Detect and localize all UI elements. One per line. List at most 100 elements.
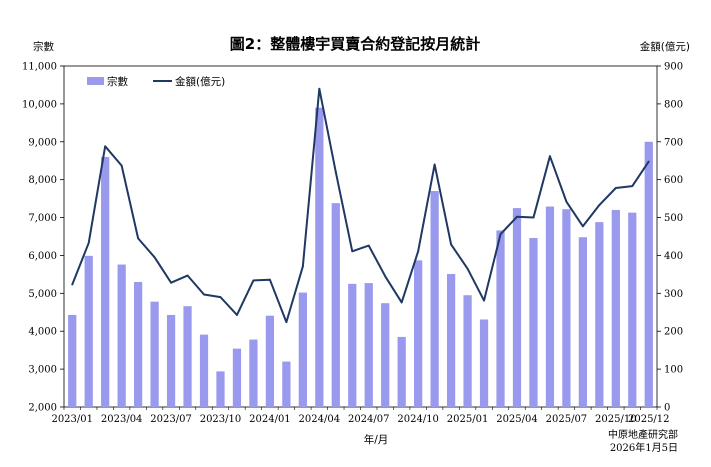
bar (628, 212, 637, 407)
bar (315, 107, 324, 407)
x-tick-label: 2023/10 (200, 414, 242, 425)
series-line (71, 87, 650, 324)
y-right-tick-label: 300 (664, 289, 683, 300)
bar (479, 319, 489, 407)
line-point (499, 233, 502, 236)
line-point (417, 250, 420, 253)
bar (595, 222, 604, 407)
bar (166, 314, 176, 407)
y-left-tick-label: 11,000 (22, 62, 57, 73)
y-left-tick-label: 7,000 (28, 213, 57, 224)
bar-series (68, 107, 653, 407)
chart-title: 圖2：整體樓宇買賣合約登記按月統計 (230, 35, 480, 53)
bar (134, 281, 143, 407)
bar (117, 264, 126, 407)
y-right-tick-label: 600 (664, 175, 683, 186)
bar (216, 371, 225, 407)
line-point (614, 187, 617, 189)
line-point (450, 243, 452, 246)
bar (364, 283, 373, 407)
y-axis-right-label: 金額(億元) (640, 40, 690, 53)
bar (529, 238, 538, 407)
line-point (581, 225, 584, 228)
x-tick-label: 2023/07 (150, 414, 192, 425)
source-date: 2026年1月5日 (610, 441, 678, 454)
line-point (565, 200, 568, 203)
bar (446, 274, 456, 407)
bar (381, 303, 390, 407)
bar (265, 315, 275, 407)
line-point (87, 242, 90, 244)
line-point (433, 163, 436, 166)
bar (430, 191, 439, 407)
y-left-tick-label: 2,000 (28, 403, 57, 414)
bar (282, 361, 291, 407)
y-left-tick-label: 5,000 (28, 289, 57, 300)
line-point (631, 185, 634, 188)
bar (644, 141, 653, 407)
legend-bar-label: 宗數 (107, 75, 128, 88)
x-tick-label: 2024/10 (397, 414, 439, 425)
x-tick-label: 2025/12 (628, 414, 670, 425)
y-right-tick-label: 0 (664, 403, 670, 414)
x-tick-label: 2024/01 (249, 414, 291, 425)
bar (414, 260, 423, 407)
x-tick-label: 2023/04 (101, 414, 143, 425)
y-left-tick-label: 9,000 (28, 137, 57, 148)
y-right-tick-label: 200 (664, 327, 683, 338)
y-left-tick-label: 6,000 (28, 251, 57, 262)
line-point (318, 87, 321, 90)
y-left-tick-label: 3,000 (28, 365, 57, 376)
legend: 宗數 金額(億元) (87, 75, 225, 88)
y-axis-left: 2,000 3,000 4,000 5,000 6,000 7,000 8,000 9,000… (22, 62, 64, 414)
bar (463, 295, 472, 407)
legend-bar-swatch (87, 77, 104, 85)
bar (611, 209, 620, 407)
line-point (549, 155, 551, 158)
bar (150, 301, 159, 407)
y-axis-left-label: 宗數 (33, 40, 54, 53)
line-point (236, 314, 238, 316)
line-point (104, 145, 107, 148)
x-tick-label: 2023/01 (51, 414, 93, 425)
y-right-tick-label: 900 (664, 62, 683, 73)
x-tick-label: 2025/10 (595, 414, 637, 425)
line-point (170, 281, 172, 284)
line-point (71, 283, 74, 286)
line-point (532, 216, 535, 219)
bar (84, 255, 93, 407)
bar (562, 209, 571, 407)
x-axis: 2023/01 2023/04 2023/07 2023/10 2024/01 2024/… (51, 407, 670, 425)
source-org: 中原地產研究部 (608, 428, 678, 441)
x-axis-label: 年/月 (364, 433, 389, 446)
line-point (466, 267, 469, 270)
y-right-tick-label: 100 (664, 365, 683, 376)
line-point (219, 296, 222, 299)
legend-line-label: 金額(億元) (175, 75, 225, 88)
x-tick-label: 2025/04 (496, 414, 538, 425)
x-tick-label: 2025/01 (447, 414, 489, 425)
bar (232, 348, 242, 407)
line-point (598, 204, 601, 206)
bar (397, 336, 406, 407)
y-axis-right: 0 100 200 300 400 500 600 700 800 900 (657, 62, 683, 414)
line-point (400, 301, 403, 304)
bar (331, 203, 340, 407)
y-right-tick-label: 800 (664, 99, 683, 110)
x-tick-label: 2025/07 (546, 414, 588, 425)
line-point (120, 164, 123, 167)
line-point (483, 299, 485, 302)
line-point (334, 171, 337, 173)
line-point (351, 250, 354, 253)
y-left-tick-label: 8,000 (28, 175, 57, 186)
bar (348, 283, 357, 407)
y-right-tick-label: 400 (664, 251, 683, 262)
bar (496, 230, 505, 407)
line-point (367, 244, 370, 247)
bar (183, 306, 192, 407)
y-right-tick-label: 500 (664, 213, 683, 224)
bar (199, 334, 209, 407)
line-point (153, 256, 156, 259)
line-point (647, 160, 650, 163)
